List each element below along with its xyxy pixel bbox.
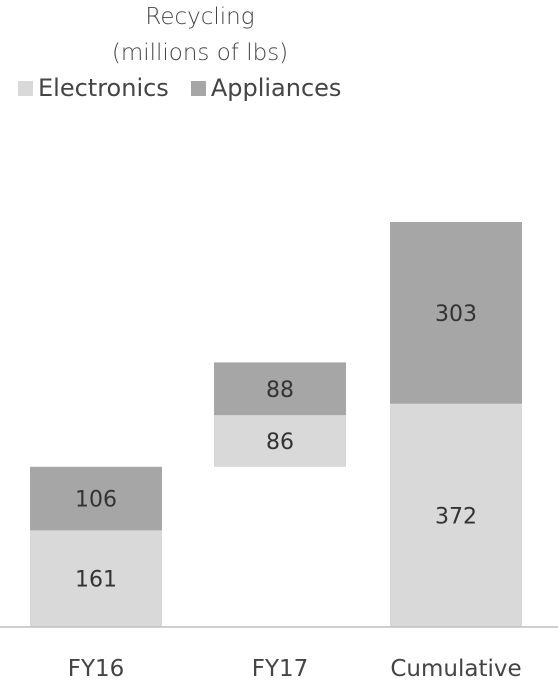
data-label-appliances-fy16: 106	[75, 488, 117, 513]
data-label-appliances-cumulative: 303	[435, 302, 477, 327]
legend-swatch-appliances	[190, 80, 206, 96]
bar-electronics-fy17	[214, 415, 346, 467]
bar-appliances-cumulative	[390, 222, 522, 404]
bar-appliances-fy17	[214, 362, 346, 416]
data-label-appliances-fy17: 88	[266, 378, 294, 403]
legend-label-appliances: Appliances	[210, 74, 342, 102]
bar-electronics-cumulative	[390, 403, 522, 627]
data-label-electronics-fy16: 161	[75, 568, 117, 593]
chart-title-line-2: (millions of lbs)	[111, 40, 289, 66]
legend-item-electronics: Electronics	[18, 74, 169, 102]
bar-appliances-fy16	[30, 466, 162, 531]
legend-swatch-electronics	[18, 80, 33, 96]
bar-electronics-fy16	[30, 530, 162, 627]
x-tick-label-fy16: FY16	[68, 656, 125, 682]
legend-item-appliances: Appliances	[190, 74, 342, 102]
x-tick-label-cumulative: Cumulative	[390, 656, 521, 682]
chart-legend: Electronics Appliances	[18, 74, 363, 102]
data-label-electronics-cumulative: 372	[435, 504, 477, 529]
x-tick-label-fy17: FY17	[252, 656, 309, 682]
chart-title-line-1: Recycling	[145, 4, 255, 30]
legend-label-electronics: Electronics	[38, 74, 169, 102]
data-label-electronics-fy17: 86	[266, 430, 294, 455]
